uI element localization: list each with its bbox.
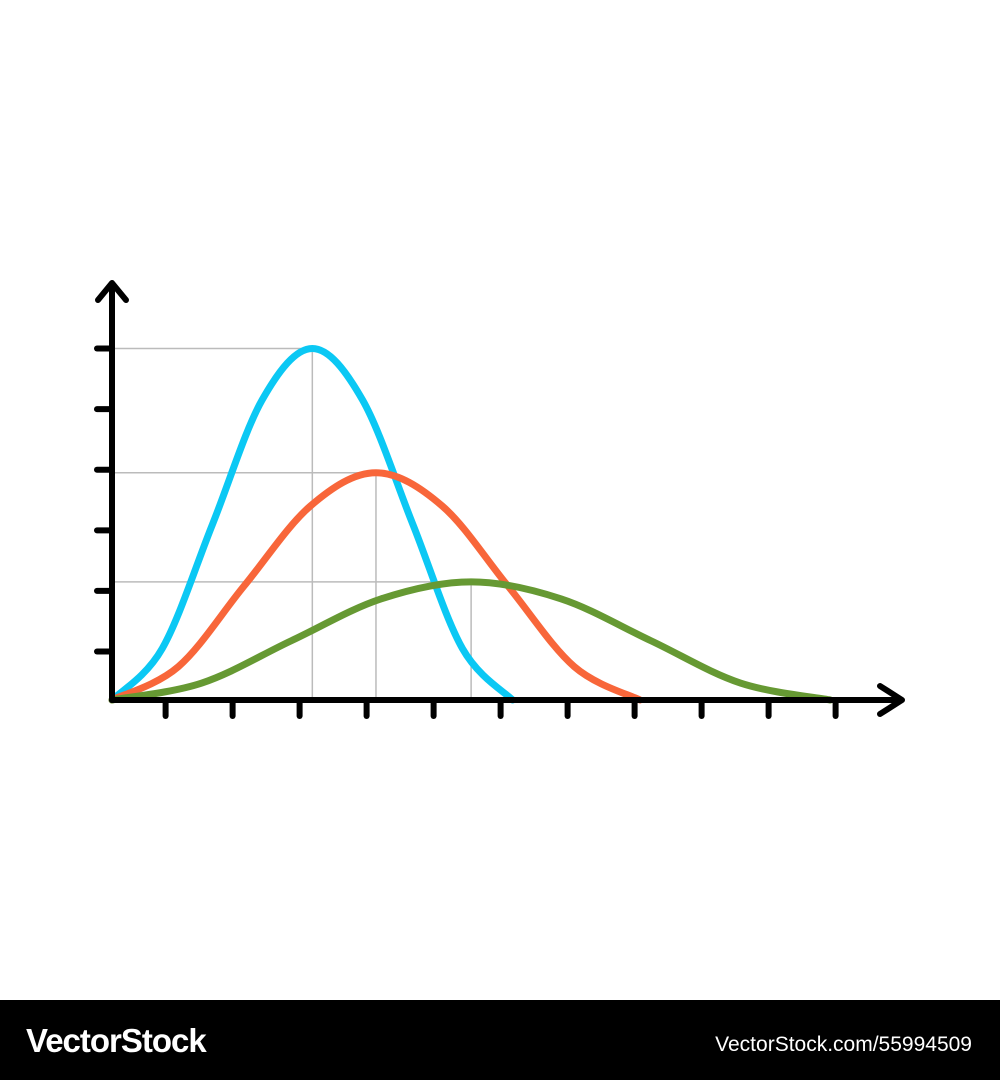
curve (108, 469, 644, 704)
curve (108, 345, 517, 704)
background (0, 0, 1000, 1000)
footer-id: VectorStock.com/55994509 (715, 1033, 972, 1056)
footer-brand: VectorStock (26, 1022, 207, 1059)
y-arrow (95, 280, 129, 303)
footer-bar (0, 1000, 1000, 1080)
x-arrow (877, 683, 905, 717)
curve (108, 578, 834, 704)
